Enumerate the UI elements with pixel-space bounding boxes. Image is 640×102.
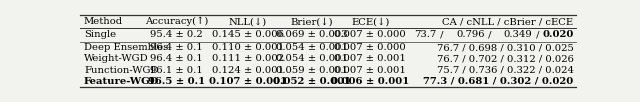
Text: 0.349: 0.349 — [504, 30, 532, 39]
Text: 96.4 ± 0.1: 96.4 ± 0.1 — [150, 43, 203, 52]
Text: Feature-WGD: Feature-WGD — [84, 77, 159, 86]
Text: 96.1 ± 0.1: 96.1 ± 0.1 — [150, 65, 203, 74]
Text: /: / — [484, 30, 494, 39]
Text: 0.069 ± 0.003: 0.069 ± 0.003 — [276, 30, 348, 39]
Text: Single: Single — [84, 30, 116, 39]
Text: Accuracy(↑): Accuracy(↑) — [145, 17, 209, 26]
Text: ECE(↓): ECE(↓) — [351, 17, 389, 26]
Text: 0.111 ± 0.002: 0.111 ± 0.002 — [212, 54, 284, 63]
Text: 0.124 ± 0.001: 0.124 ± 0.001 — [212, 65, 284, 74]
Text: 0.020: 0.020 — [542, 30, 573, 39]
Text: 0.007 ± 0.000: 0.007 ± 0.000 — [334, 43, 406, 52]
Text: 0.054 ± 0.001: 0.054 ± 0.001 — [276, 43, 348, 52]
Text: Weight-WGD: Weight-WGD — [84, 54, 148, 63]
Text: 77.3 / 0.681 / 0.302 / 0.020: 77.3 / 0.681 / 0.302 / 0.020 — [423, 77, 573, 86]
Text: 0.145 ± 0.006: 0.145 ± 0.006 — [212, 30, 284, 39]
Text: Brier(↓): Brier(↓) — [291, 17, 333, 26]
Text: NLL(↓): NLL(↓) — [228, 17, 267, 26]
Text: 0.054 ± 0.001: 0.054 ± 0.001 — [276, 54, 348, 63]
Text: 76.7 / 0.702 / 0.312 / 0.026: 76.7 / 0.702 / 0.312 / 0.026 — [436, 54, 573, 63]
Text: 96.5 ± 0.1: 96.5 ± 0.1 — [148, 77, 205, 86]
Text: 76.7 / 0.698 / 0.310 / 0.025: 76.7 / 0.698 / 0.310 / 0.025 — [436, 43, 573, 52]
Text: Function-WGD: Function-WGD — [84, 65, 159, 74]
Text: CA / cNLL / cBrier / cECE: CA / cNLL / cBrier / cECE — [442, 17, 573, 26]
Text: 96.4 ± 0.1: 96.4 ± 0.1 — [150, 54, 203, 63]
Text: 0.059 ± 0.001: 0.059 ± 0.001 — [276, 65, 348, 74]
Text: 95.4 ± 0.2: 95.4 ± 0.2 — [150, 30, 203, 39]
Text: /: / — [532, 30, 542, 39]
Text: 0.007 ± 0.001: 0.007 ± 0.001 — [334, 65, 406, 74]
Text: 0.796: 0.796 — [456, 30, 484, 39]
Text: 0.007 ± 0.001: 0.007 ± 0.001 — [334, 54, 406, 63]
Text: 0.110 ± 0.001: 0.110 ± 0.001 — [212, 43, 284, 52]
Text: Deep Ensembles: Deep Ensembles — [84, 43, 168, 52]
Text: 0.006 ± 0.001: 0.006 ± 0.001 — [331, 77, 410, 86]
Text: 0.052 ± 0.001: 0.052 ± 0.001 — [273, 77, 351, 86]
Text: 73.7: 73.7 — [415, 30, 436, 39]
Text: Method: Method — [84, 17, 123, 26]
Text: /: / — [436, 30, 446, 39]
Text: 0.107 ± 0.001: 0.107 ± 0.001 — [209, 77, 287, 86]
Text: 75.7 / 0.736 / 0.322 / 0.024: 75.7 / 0.736 / 0.322 / 0.024 — [436, 65, 573, 74]
Text: 0.007 ± 0.000: 0.007 ± 0.000 — [334, 30, 406, 39]
